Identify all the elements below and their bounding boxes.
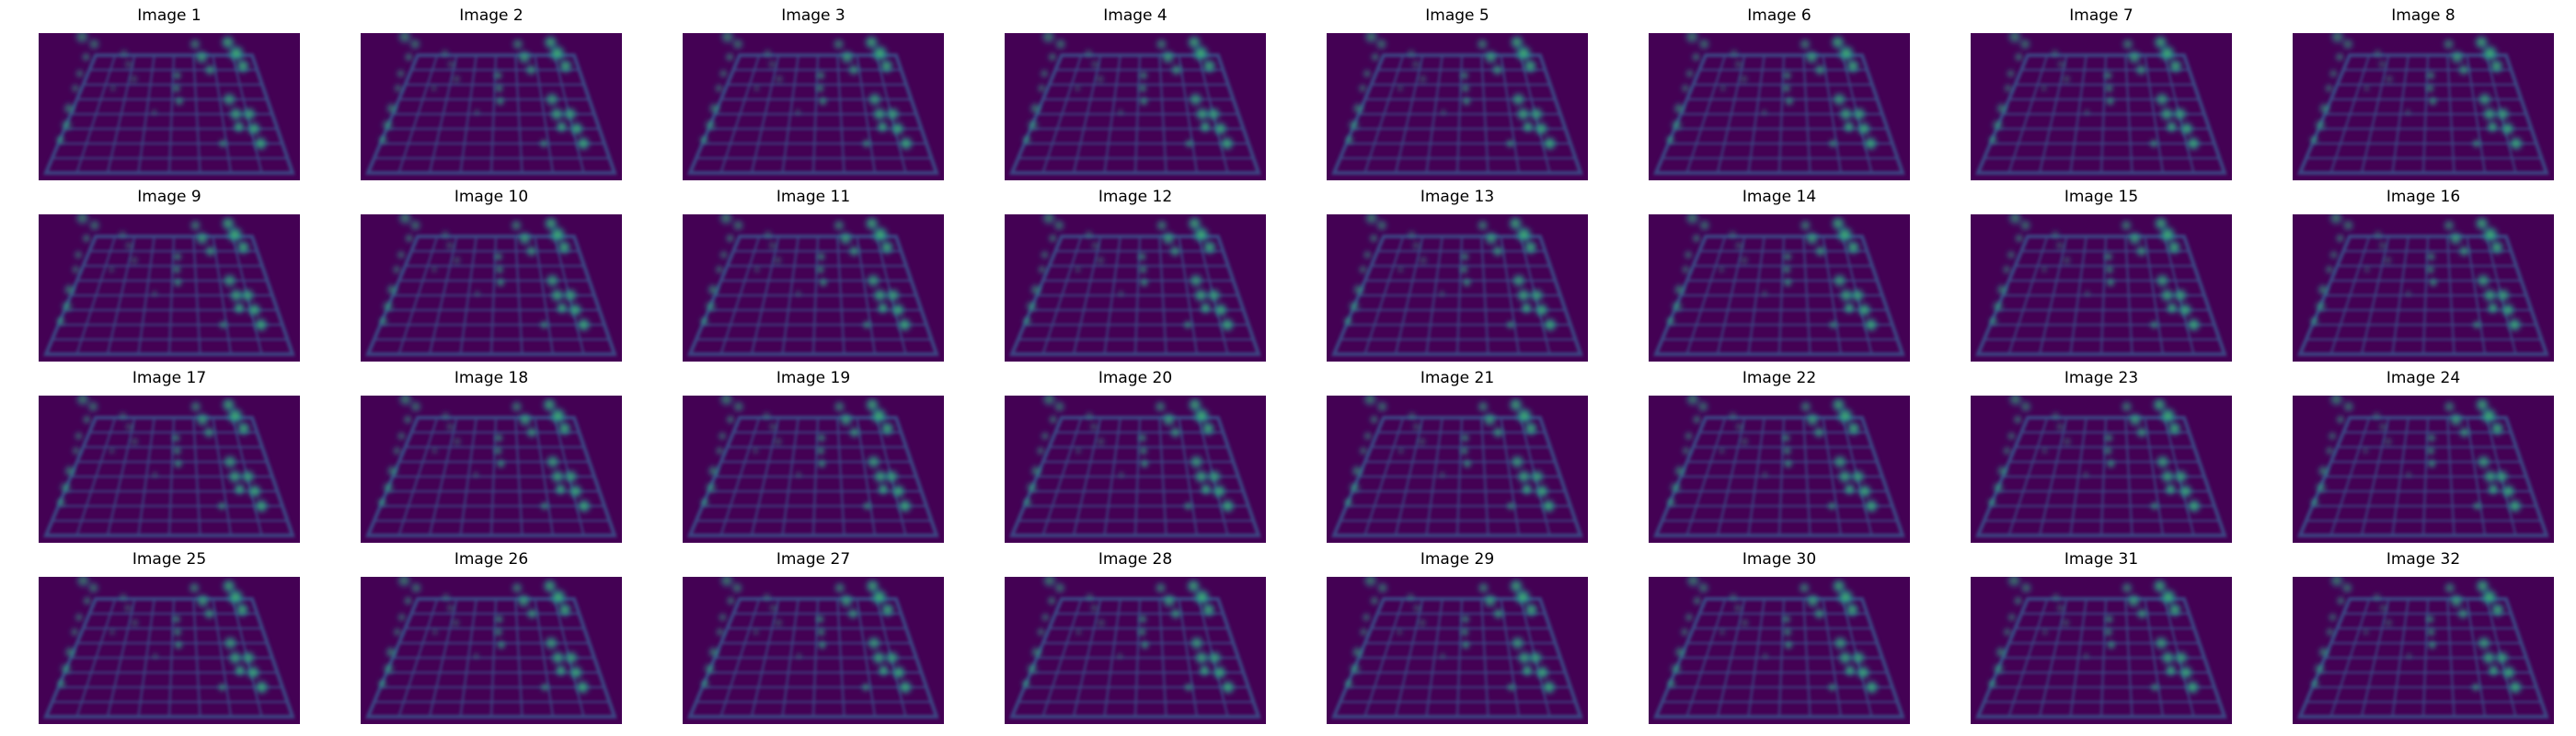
image-panel: Image 16 (2293, 181, 2554, 362)
heatmap-image (361, 33, 622, 180)
image-panel: Image 11 (683, 181, 944, 362)
image-panel: Image 25 (39, 544, 300, 724)
heatmap-image (1971, 577, 2232, 724)
image-panel: Image 30 (1649, 544, 1910, 724)
image-panel: Image 29 (1327, 544, 1588, 724)
image-panel: Image 18 (361, 362, 622, 543)
heatmap-image (683, 396, 944, 543)
image-panel: Image 1 (39, 0, 300, 180)
heatmap-image (1005, 577, 1266, 724)
image-panel-title: Image 25 (132, 550, 207, 569)
image-panel-title: Image 11 (776, 188, 851, 206)
heatmap-image (361, 577, 622, 724)
image-panel: Image 27 (683, 544, 944, 724)
image-panel-title: Image 2 (459, 6, 523, 25)
heatmap-image (683, 577, 944, 724)
heatmap-image (361, 396, 622, 543)
image-panel: Image 13 (1327, 181, 1588, 362)
heatmap-image (2293, 214, 2554, 362)
image-panel: Image 32 (2293, 544, 2554, 724)
image-panel: Image 21 (1327, 362, 1588, 543)
image-panel: Image 22 (1649, 362, 1910, 543)
image-panel: Image 28 (1005, 544, 1266, 724)
image-panel-title: Image 22 (1742, 369, 1817, 387)
heatmap-image (683, 33, 944, 180)
image-panel-title: Image 24 (2386, 369, 2461, 387)
image-panel: Image 26 (361, 544, 622, 724)
image-panel: Image 7 (1971, 0, 2232, 180)
heatmap-image (39, 577, 300, 724)
image-panel: Image 19 (683, 362, 944, 543)
heatmap-image (1971, 214, 2232, 362)
image-panel: Image 14 (1649, 181, 1910, 362)
image-panel-title: Image 8 (2391, 6, 2455, 25)
image-panel-title: Image 16 (2386, 188, 2461, 206)
heatmap-image (1649, 396, 1910, 543)
image-panel: Image 10 (361, 181, 622, 362)
heatmap-image (39, 214, 300, 362)
image-panel-title: Image 1 (137, 6, 201, 25)
image-panel: Image 2 (361, 0, 622, 180)
heatmap-image (1327, 577, 1588, 724)
image-panel: Image 8 (2293, 0, 2554, 180)
image-panel-title: Image 27 (776, 550, 851, 569)
image-panel-title: Image 4 (1103, 6, 1167, 25)
heatmap-image (2293, 577, 2554, 724)
heatmap-image (2293, 33, 2554, 180)
image-panel: Image 24 (2293, 362, 2554, 543)
heatmap-image (1005, 33, 1266, 180)
heatmap-image (1649, 214, 1910, 362)
image-panel: Image 6 (1649, 0, 1910, 180)
image-panel-title: Image 9 (137, 188, 201, 206)
image-panel: Image 17 (39, 362, 300, 543)
heatmap-image (39, 396, 300, 543)
heatmap-image (683, 214, 944, 362)
image-panel: Image 15 (1971, 181, 2232, 362)
image-panel-title: Image 17 (132, 369, 207, 387)
image-panel-title: Image 14 (1742, 188, 1817, 206)
heatmap-image (1649, 577, 1910, 724)
image-panel-title: Image 23 (2064, 369, 2139, 387)
heatmap-image (1971, 33, 2232, 180)
heatmap-image (1327, 396, 1588, 543)
heatmap-image (1327, 214, 1588, 362)
heatmap-image (1005, 214, 1266, 362)
image-panel-title: Image 32 (2386, 550, 2461, 569)
image-panel-title: Image 31 (2064, 550, 2139, 569)
heatmap-image (2293, 396, 2554, 543)
heatmap-image (1327, 33, 1588, 180)
image-panel-title: Image 21 (1420, 369, 1495, 387)
image-panel-title: Image 10 (454, 188, 529, 206)
image-panel: Image 3 (683, 0, 944, 180)
image-panel: Image 20 (1005, 362, 1266, 543)
image-panel-title: Image 29 (1420, 550, 1495, 569)
heatmap-image (361, 214, 622, 362)
image-panel-title: Image 13 (1420, 188, 1495, 206)
image-panel-title: Image 15 (2064, 188, 2139, 206)
image-panel-title: Image 18 (454, 369, 529, 387)
image-panel-title: Image 5 (1425, 6, 1489, 25)
image-panel: Image 23 (1971, 362, 2232, 543)
image-panel-title: Image 28 (1098, 550, 1173, 569)
image-panel-title: Image 26 (454, 550, 529, 569)
image-panel: Image 5 (1327, 0, 1588, 180)
heatmap-image (1649, 33, 1910, 180)
heatmap-image (1971, 396, 2232, 543)
image-panel: Image 4 (1005, 0, 1266, 180)
image-panel-title: Image 6 (1747, 6, 1811, 25)
image-panel: Image 12 (1005, 181, 1266, 362)
image-panel-title: Image 20 (1098, 369, 1173, 387)
heatmap-image (39, 33, 300, 180)
image-panel: Image 31 (1971, 544, 2232, 724)
image-panel-title: Image 3 (781, 6, 845, 25)
image-panel: Image 9 (39, 181, 300, 362)
image-panel-title: Image 19 (776, 369, 851, 387)
image-panel-title: Image 12 (1098, 188, 1173, 206)
image-panel-title: Image 7 (2069, 6, 2133, 25)
heatmap-image (1005, 396, 1266, 543)
image-panel-title: Image 30 (1742, 550, 1817, 569)
